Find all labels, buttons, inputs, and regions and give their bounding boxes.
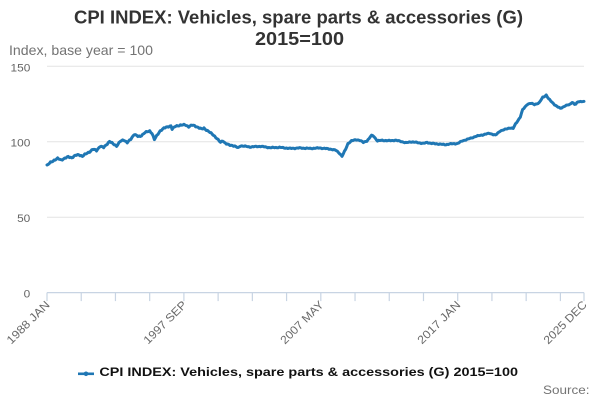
svg-text:Source:: Source: (543, 385, 590, 397)
svg-text:CPI INDEX: Vehicles, spare par: CPI INDEX: Vehicles, spare parts & acces… (99, 365, 518, 379)
svg-text:CPI INDEX: Vehicles, spare par: CPI INDEX: Vehicles, spare parts & acces… (74, 7, 523, 28)
svg-text:100: 100 (11, 138, 31, 150)
svg-text:Index, base year = 100: Index, base year = 100 (9, 42, 153, 58)
svg-text:50: 50 (17, 213, 30, 225)
svg-text:0: 0 (24, 289, 31, 301)
svg-text:2015=100: 2015=100 (255, 28, 344, 49)
svg-text:150: 150 (11, 62, 31, 74)
